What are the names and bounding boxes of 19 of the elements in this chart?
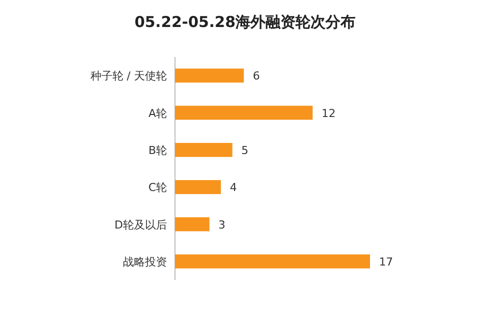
y-tick-label: 战略投资	[123, 255, 167, 268]
y-tick-label: C轮	[148, 181, 167, 194]
bar	[175, 217, 210, 232]
chart-title: 05.22-05.28海外融资轮次分布	[134, 13, 356, 31]
bar	[175, 68, 244, 83]
y-tick-label: B轮	[148, 144, 167, 157]
y-tick-label: A轮	[148, 106, 167, 120]
bar	[175, 106, 313, 120]
data-label: 6	[252, 70, 260, 83]
data-label: 5	[241, 144, 248, 157]
bar	[175, 180, 221, 194]
bar	[175, 142, 232, 157]
bar	[175, 254, 370, 268]
data-label: 3	[218, 218, 226, 232]
y-tick-label: D轮及以后	[114, 218, 167, 232]
y-tick-label: 种子轮 / 天使轮	[90, 70, 167, 83]
data-label: 12	[322, 106, 336, 120]
data-label: 4	[230, 181, 237, 194]
data-label: 17	[379, 255, 393, 268]
